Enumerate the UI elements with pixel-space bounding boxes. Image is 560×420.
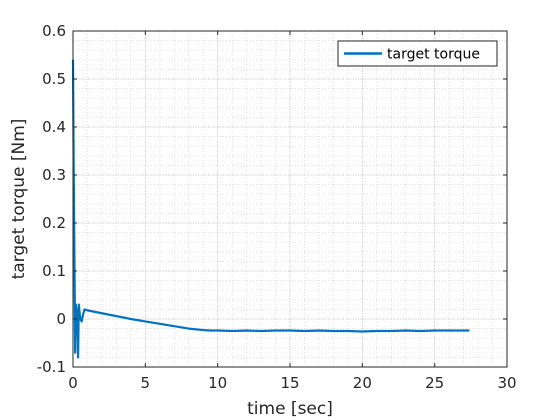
y-tick-label: 0.2 bbox=[42, 214, 66, 232]
x-tick-label: 15 bbox=[280, 374, 299, 392]
y-tick-label: -0.1 bbox=[37, 358, 66, 376]
x-tick-label: 25 bbox=[425, 374, 444, 392]
y-tick-label: 0.3 bbox=[42, 166, 66, 184]
x-ticks: 0 5 10 15 20 25 30 bbox=[68, 31, 517, 392]
y-tick-label: 0.4 bbox=[42, 118, 66, 136]
y-axis-title: target torque [Nm] bbox=[9, 119, 29, 280]
x-tick-label: 5 bbox=[141, 374, 151, 392]
x-tick-label: 20 bbox=[353, 374, 372, 392]
y-tick-label: 0.1 bbox=[42, 262, 66, 280]
series-line-target-torque bbox=[71, 59, 470, 359]
x-tick-label: 10 bbox=[208, 374, 227, 392]
y-tick-label: 0.6 bbox=[42, 22, 66, 40]
y-ticks: -0.1 0 0.1 0.2 0.3 0.4 0.5 0.6 bbox=[37, 22, 507, 376]
legend: target torque bbox=[337, 40, 498, 67]
series-layer bbox=[71, 59, 470, 359]
x-tick-label: 30 bbox=[497, 374, 516, 392]
y-tick-label: 0.5 bbox=[42, 70, 66, 88]
x-axis-title: time [sec] bbox=[247, 399, 333, 419]
legend-label: target torque bbox=[387, 47, 480, 63]
x-tick-label: 0 bbox=[68, 374, 78, 392]
y-tick-label: 0 bbox=[56, 310, 66, 328]
minor-grid bbox=[72, 30, 508, 368]
